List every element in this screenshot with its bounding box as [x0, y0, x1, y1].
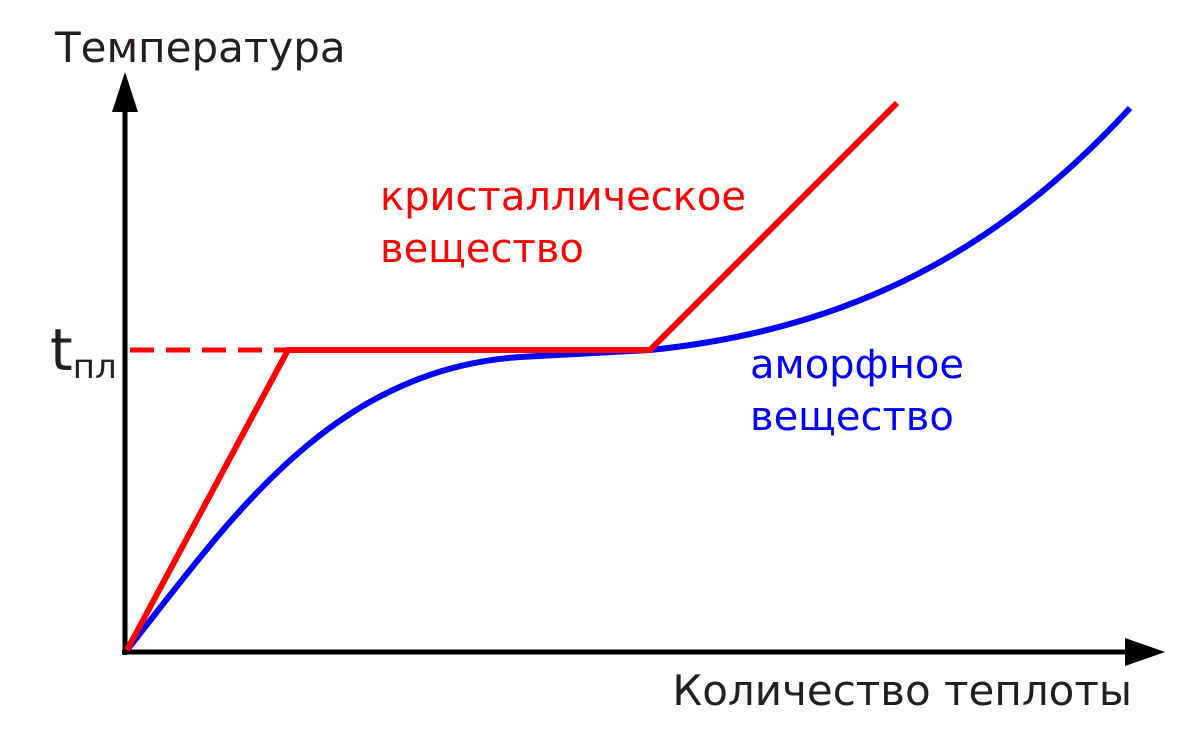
crystalline-curve	[124, 100, 900, 652]
melting-t: t	[50, 316, 73, 384]
melting-symbol: tпл	[50, 316, 117, 387]
y-axis-label: Температура	[54, 23, 346, 72]
x-axis-label: Количество теплоты	[672, 666, 1132, 715]
y-axis-arrow	[112, 72, 138, 112]
melting-subscript: пл	[73, 347, 117, 387]
amorphous-label: вещество	[750, 394, 954, 440]
amorphous-label: аморфное	[750, 342, 964, 388]
crystalline-label: вещество	[380, 226, 584, 272]
crystalline-label: кристаллическое	[380, 174, 746, 220]
x-axis-arrow	[1125, 638, 1165, 666]
